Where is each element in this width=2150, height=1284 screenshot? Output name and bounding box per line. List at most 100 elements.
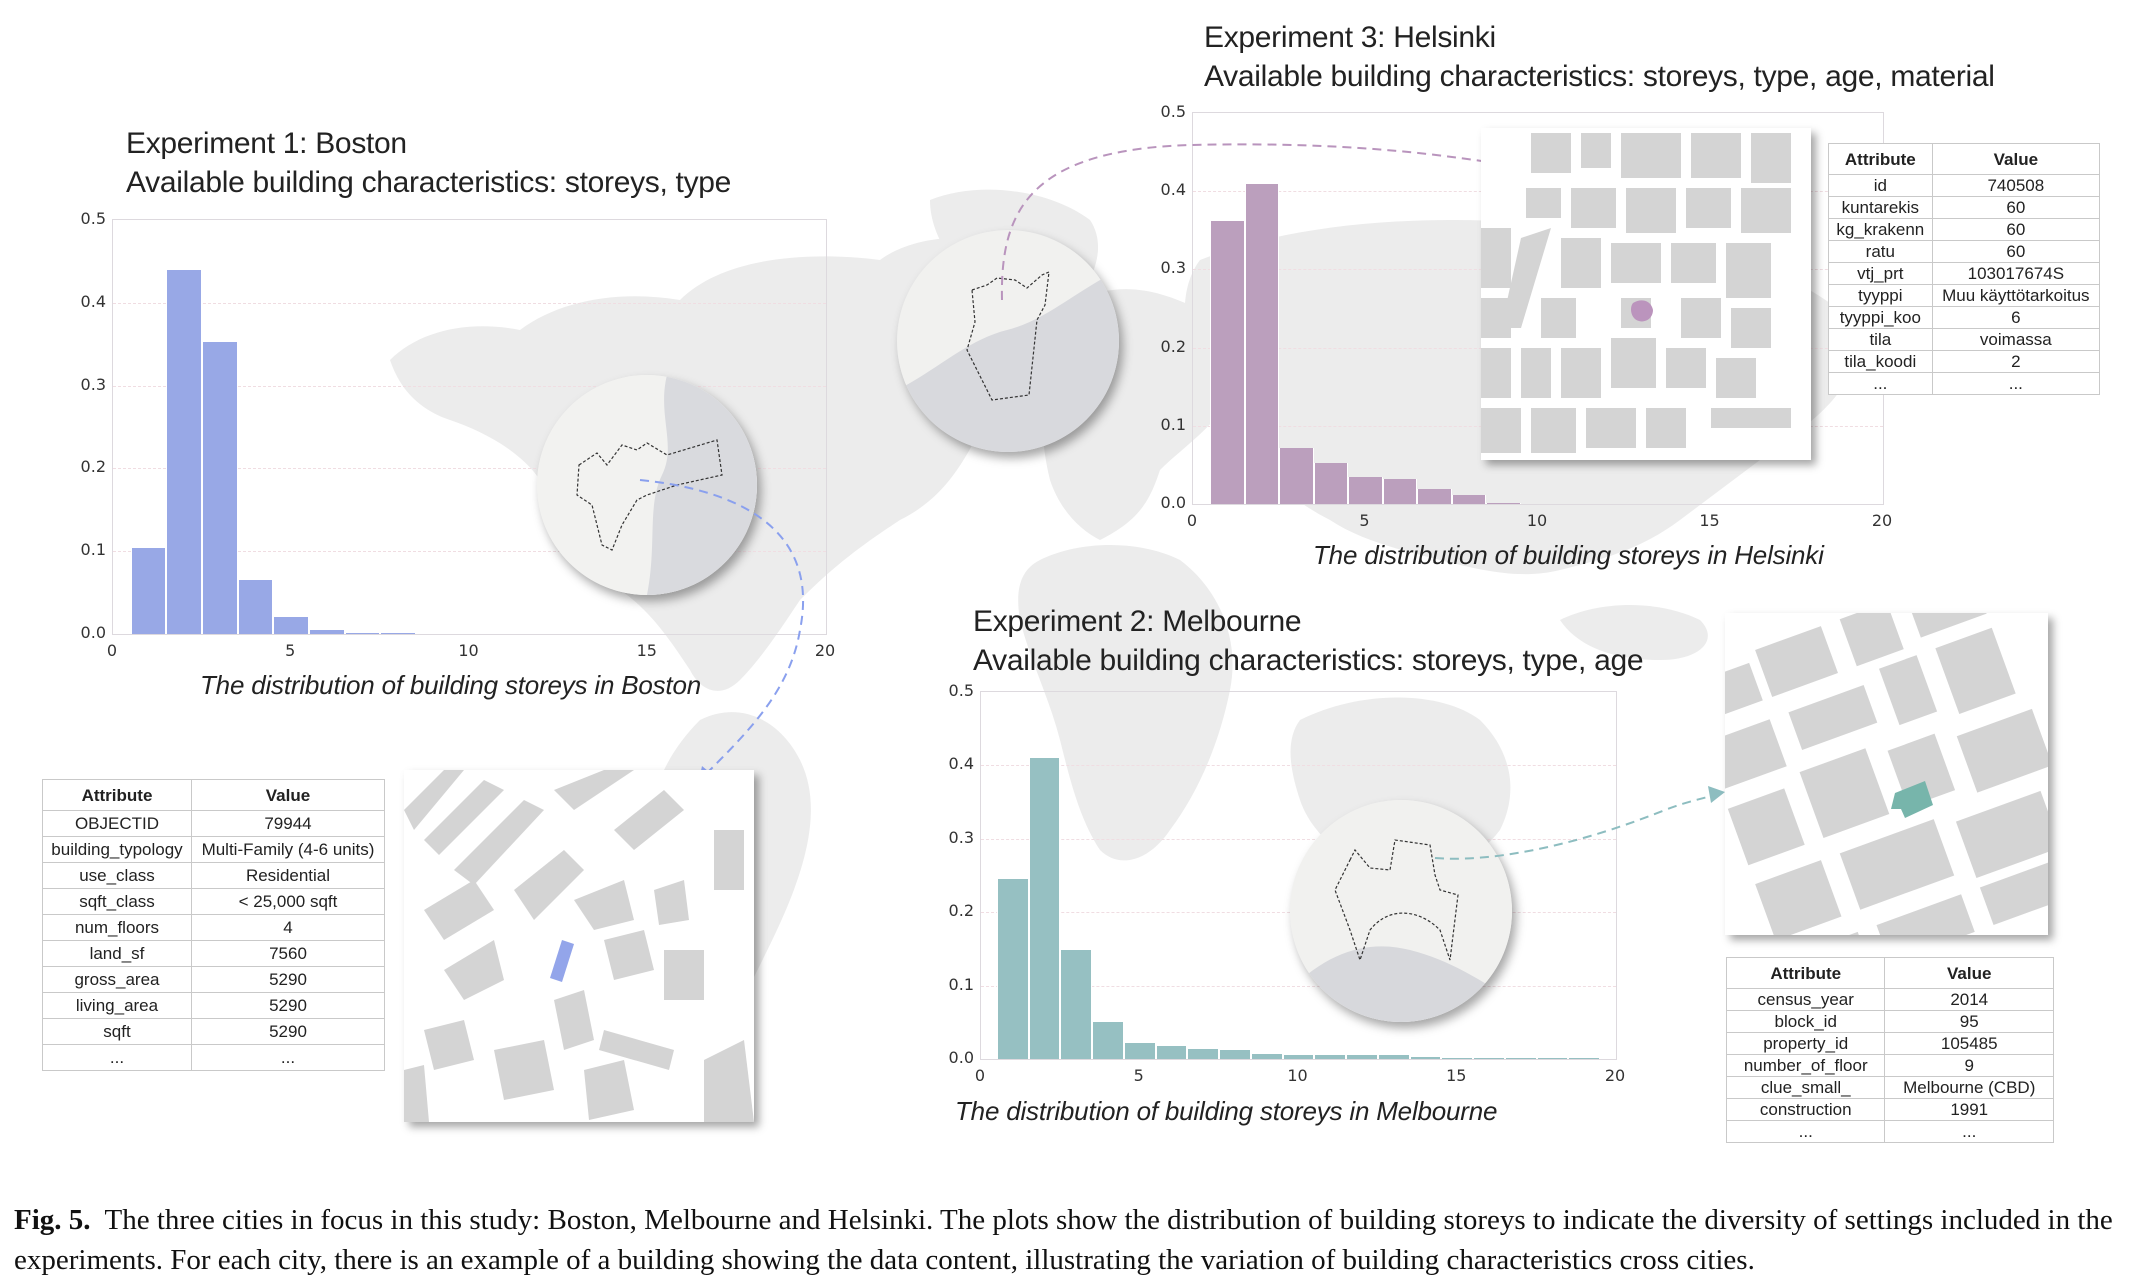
- table-row: ratu 60: [1828, 240, 2101, 263]
- boston-title: Experiment 1: Boston: [126, 127, 407, 160]
- x-tick-label: 5: [1133, 1066, 1144, 1085]
- table-row: tyyppi Muu käyttötarkoitus: [1828, 284, 2101, 307]
- gridline: [113, 468, 826, 470]
- boston-building-map: [404, 770, 754, 1122]
- histogram-bar: [1568, 1058, 1601, 1059]
- table-cell: gross_area: [42, 966, 192, 993]
- table-header-row: Attribute Value: [1725, 957, 2054, 989]
- helsinki-building-map: [1481, 128, 1811, 460]
- gridline: [113, 551, 826, 553]
- table-cell: 105485: [1884, 1032, 2054, 1055]
- histogram-bar: [380, 633, 417, 634]
- histogram-bar: [1244, 184, 1280, 504]
- histogram-bar: [1417, 489, 1452, 504]
- table-cell: 95: [1884, 1010, 2054, 1033]
- histogram-bar: [1282, 1054, 1315, 1059]
- histogram-bar: [1313, 463, 1349, 504]
- table-cell: tila_koodi: [1828, 350, 1933, 373]
- histogram-bar: [996, 879, 1029, 1059]
- table-cell: sqft: [42, 1018, 192, 1045]
- y-tick-label: 0.3: [1160, 258, 1186, 278]
- gridline: [981, 838, 1616, 840]
- table-cell: ...: [1931, 372, 2101, 395]
- y-tick-label: 0.0: [1160, 493, 1186, 512]
- helsinki-attribute-table: Attribute Value id 740508 kuntarekis 60 kg_kra…: [1828, 143, 2101, 395]
- table-row: ......: [42, 1044, 386, 1071]
- y-tick-label: 0.2: [1160, 336, 1186, 356]
- x-tick-label: 20: [1604, 1066, 1626, 1085]
- gridline: [981, 985, 1616, 987]
- table-row: block_id 95: [1725, 1010, 2054, 1033]
- table-row: id 740508: [1828, 174, 2101, 197]
- table-cell: 103017674S: [1931, 262, 2101, 285]
- table-row: tyyppi_koo 6: [1828, 306, 2101, 329]
- histogram-bar: [1250, 1053, 1283, 1059]
- gridline: [113, 302, 826, 304]
- y-tick-label: 0.2: [80, 457, 106, 477]
- histogram-bar: [1451, 494, 1487, 504]
- table-row: census_year 2014: [1725, 988, 2054, 1011]
- table-row: construction 1991: [1725, 1098, 2054, 1121]
- table-cell: num_floors: [42, 914, 192, 941]
- table-cell: tila: [1828, 328, 1933, 351]
- table-cell: 5290: [190, 966, 386, 993]
- x-tick-label: 0: [106, 641, 118, 660]
- x-tick-label: 10: [1287, 1066, 1308, 1085]
- x-tick-label: 5: [285, 641, 296, 660]
- table-row: kuntarekis 60: [1828, 196, 2101, 219]
- histogram-bar: [1504, 1058, 1537, 1059]
- table-header-row: Attribute Value: [42, 779, 386, 811]
- helsinki-chart-caption: The distribution of building storeys in …: [1313, 540, 1824, 570]
- x-tick-label: 15: [1699, 511, 1720, 530]
- table-cell: kg_krakenn: [1828, 218, 1933, 241]
- table-cell: id: [1828, 174, 1933, 197]
- column-header: Attribute: [1828, 143, 1933, 175]
- helsinki-locator-circle: [897, 230, 1119, 452]
- table-cell: ...: [190, 1044, 386, 1071]
- histogram-bar: [1187, 1049, 1220, 1059]
- table-row: property_id 105485: [1725, 1032, 2054, 1055]
- table-cell: building_typology: [42, 836, 192, 863]
- helsinki-subtitle: Available building characteristics: stor…: [1204, 60, 1995, 93]
- x-tick-label: 15: [1446, 1066, 1467, 1085]
- melbourne-subtitle: Available building characteristics: stor…: [973, 644, 1644, 677]
- table-row: building_typology Multi-Family (4-6 units…: [42, 836, 386, 863]
- column-header: Value: [1931, 143, 2101, 175]
- histogram-bar: [344, 633, 381, 634]
- table-cell: construction: [1725, 1098, 1886, 1121]
- table-cell: ...: [1884, 1120, 2054, 1143]
- histogram-bar: [1028, 758, 1061, 1059]
- table-cell: property_id: [1725, 1032, 1886, 1055]
- table-cell: 9: [1884, 1054, 2054, 1077]
- melbourne-connector-arrow: [1434, 786, 1725, 860]
- y-tick-label: 0.5: [1160, 102, 1186, 121]
- table-cell: sqft_class: [42, 888, 192, 915]
- table-row: gross_area 5290: [42, 966, 386, 993]
- table-cell: block_id: [1725, 1010, 1886, 1033]
- table-row: vtj_prt 103017674S: [1828, 262, 2101, 285]
- column-header: Attribute: [1725, 957, 1886, 989]
- table-row: OBJECTID 79944: [42, 810, 386, 837]
- histogram-bar: [1314, 1054, 1347, 1059]
- melbourne-building-map: [1725, 613, 2048, 935]
- histogram-bar: [1473, 1057, 1505, 1059]
- gridline: [981, 765, 1616, 767]
- histogram-bar: [1060, 950, 1093, 1059]
- table-cell: Residential: [190, 862, 386, 889]
- histogram-bar: [1155, 1045, 1188, 1059]
- table-cell: < 25,000 sqft: [190, 888, 386, 915]
- table-cell: Multi-Family (4-6 units): [190, 836, 386, 863]
- y-tick-label: 0.1: [1160, 414, 1186, 434]
- table-cell: 5290: [190, 1018, 386, 1045]
- histogram-bar: [1210, 220, 1245, 504]
- y-tick-label: 0.3: [948, 827, 974, 847]
- table-cell: 5290: [190, 992, 386, 1019]
- table-cell: living_area: [42, 992, 192, 1019]
- column-header: Value: [1884, 957, 2054, 989]
- table-row: number_of_floor 9: [1725, 1054, 2054, 1077]
- table-cell: OBJECTID: [42, 810, 192, 837]
- x-tick-label: 0: [1186, 511, 1198, 530]
- x-tick-label: 10: [458, 641, 479, 660]
- histogram-bar: [1348, 477, 1383, 504]
- histogram-bar: [1377, 1055, 1410, 1059]
